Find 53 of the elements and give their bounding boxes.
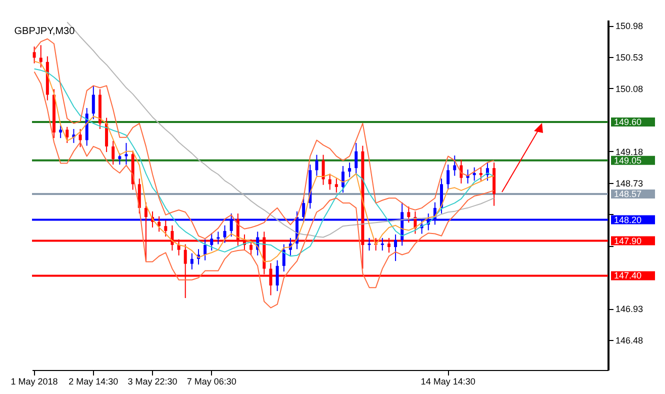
candlestick xyxy=(328,173,332,190)
candlestick xyxy=(282,244,286,272)
candlestick xyxy=(223,224,226,244)
candlestick xyxy=(479,166,482,182)
candlestick xyxy=(78,128,82,148)
ref-line-label: 149.60 xyxy=(614,116,642,127)
candlestick xyxy=(92,85,95,120)
x-tick-label: 14 May 14:30 xyxy=(420,376,476,386)
candlestick xyxy=(322,154,325,186)
candlestick xyxy=(348,162,352,178)
candlestick xyxy=(380,237,384,252)
candlestick xyxy=(368,237,371,252)
candlestick xyxy=(315,154,318,176)
x-tick-label: 3 May 22:30 xyxy=(128,376,178,386)
candlestick xyxy=(204,238,207,261)
text: GBPJPY,M30 xyxy=(14,26,76,37)
candlestick xyxy=(59,124,62,139)
candlestick xyxy=(112,140,115,166)
line-series xyxy=(34,71,495,308)
y-tick-label: 148.73 xyxy=(616,178,644,188)
ref-line-label: 147.90 xyxy=(614,236,642,246)
y-tick-label: 150.08 xyxy=(616,84,644,94)
candlestick xyxy=(66,126,69,144)
candlestick xyxy=(407,206,410,224)
candlestick xyxy=(354,142,358,174)
candlestick xyxy=(446,164,450,190)
candlestick xyxy=(334,178,338,194)
candlestick xyxy=(440,178,444,214)
x-tick-label: 1 May 2018 xyxy=(10,376,58,386)
candlestick xyxy=(341,166,344,194)
candlestick xyxy=(39,44,42,68)
candlestick xyxy=(124,142,128,166)
y-tick-label: 146.93 xyxy=(616,304,644,314)
ref-line-label: 147.40 xyxy=(614,270,642,281)
x-tick-label: 7 May 06:30 xyxy=(186,376,236,386)
candlestick xyxy=(453,155,456,176)
y-tick-label: 150.53 xyxy=(616,52,644,63)
candlestick xyxy=(105,117,108,153)
candlestick xyxy=(32,46,36,64)
ref-line-label: 148.20 xyxy=(614,214,642,225)
ref-line-label: 149.05 xyxy=(614,155,642,166)
candlestick xyxy=(190,252,194,270)
candlestick xyxy=(210,232,214,252)
x-tick-label: 2 May 14:30 xyxy=(68,376,118,386)
candlestick xyxy=(164,220,168,238)
y-tick-label: 146.48 xyxy=(616,335,644,346)
y-tick-label: 149.18 xyxy=(616,146,644,157)
y-tick-label: 150.98 xyxy=(616,21,644,32)
candlestick xyxy=(472,166,476,182)
ref-line-label: 148.57 xyxy=(614,188,642,199)
candlestick xyxy=(394,234,398,262)
candlestick xyxy=(158,216,161,232)
candlestick xyxy=(276,260,279,292)
